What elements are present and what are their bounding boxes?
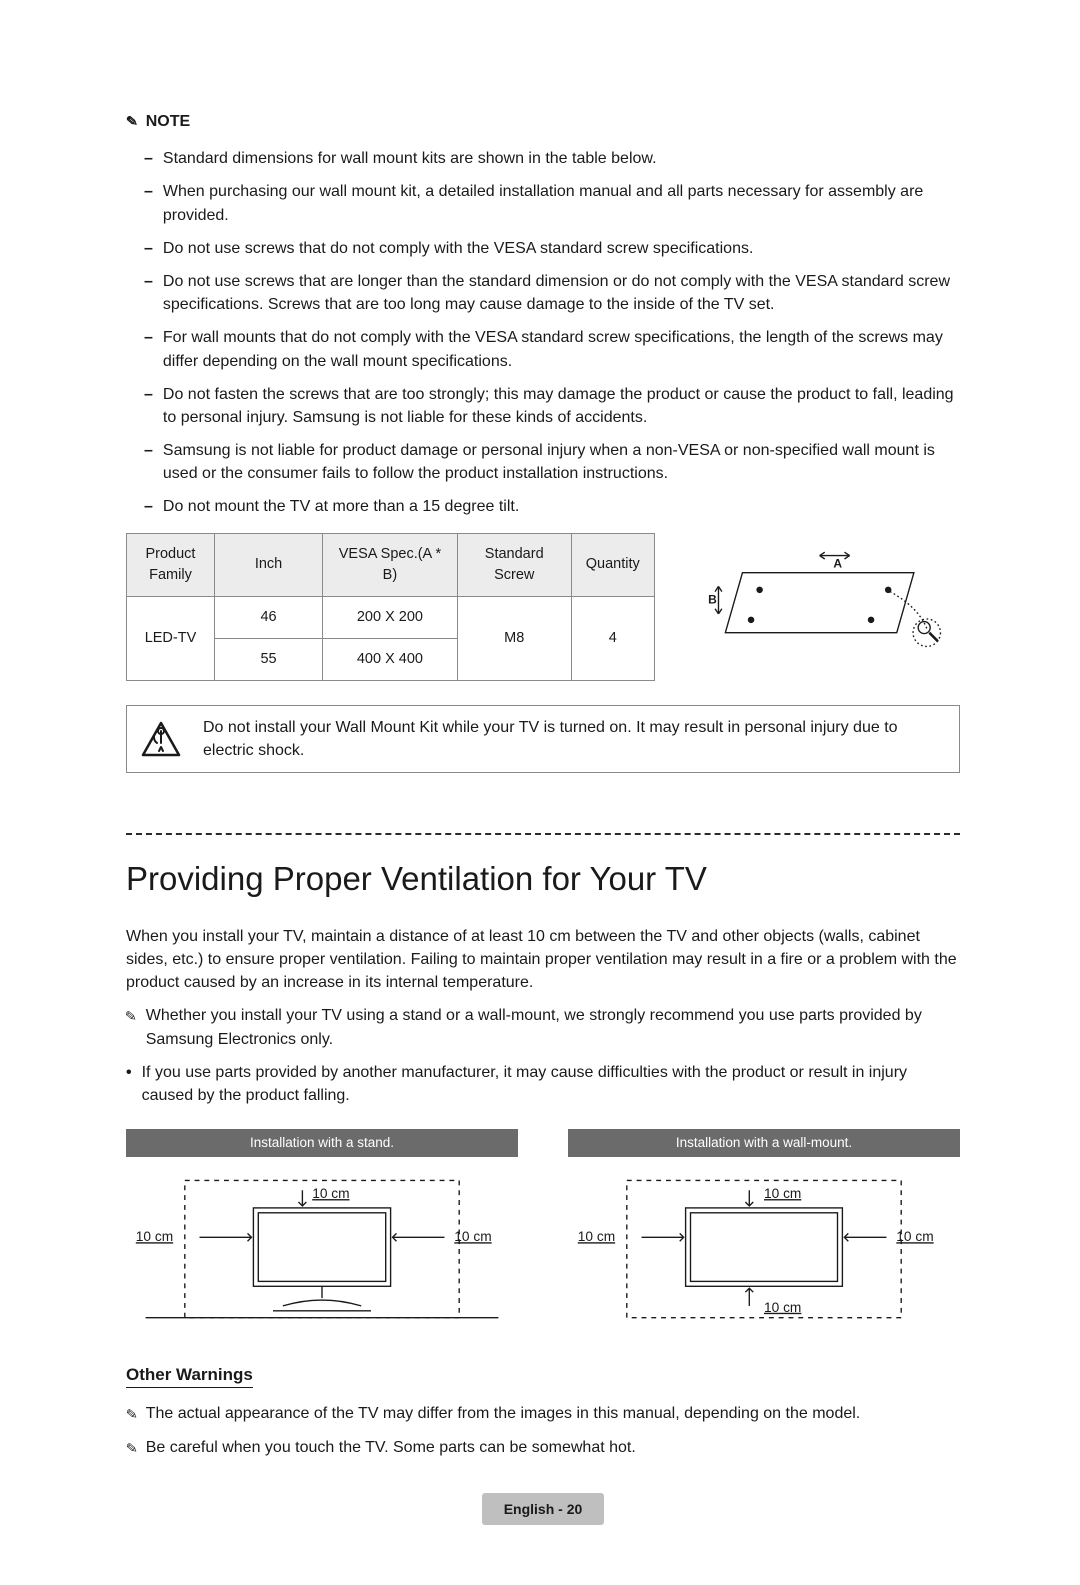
dash-icon: – xyxy=(144,237,153,260)
ventilation-intro: When you install your TV, maintain a dis… xyxy=(126,925,960,995)
col-qty: Quantity xyxy=(571,533,654,596)
ventilation-hand-note: ✎ Whether you install your TV using a st… xyxy=(126,1004,960,1050)
install-stand-label: Installation with a stand. xyxy=(126,1129,518,1157)
cell-inch: 46 xyxy=(214,596,322,638)
warning-callout: Do not install your Wall Mount Kit while… xyxy=(126,705,960,773)
cell-product-family: LED-TV xyxy=(127,596,215,680)
cell-vesa: 200 X 200 xyxy=(323,596,458,638)
hand-point-icon: ✎ xyxy=(125,111,138,132)
vesa-bracket-diagram: A B xyxy=(679,547,960,667)
hand-point-icon: ✎ xyxy=(125,1404,139,1426)
other-warnings-heading: Other Warnings xyxy=(126,1363,253,1389)
ventilation-bullet-text: If you use parts provided by another man… xyxy=(142,1061,960,1107)
cell-qty: 4 xyxy=(571,596,654,680)
col-vesa: VESA Spec.(A * B) xyxy=(323,533,458,596)
install-wall-svg: 10 cm 10 cm 10 cm 10 cm xyxy=(568,1167,960,1337)
note-item: –Samsung is not liable for product damag… xyxy=(144,439,960,485)
cell-inch: 55 xyxy=(214,638,322,680)
note-text: When purchasing our wall mount kit, a de… xyxy=(163,180,960,226)
note-item: –Do not use screws that do not comply wi… xyxy=(144,237,960,260)
warning-icon xyxy=(141,721,181,757)
col-screw: Standard Screw xyxy=(457,533,571,596)
note-text: For wall mounts that do not comply with … xyxy=(163,326,960,372)
page-number-pill: English - 20 xyxy=(482,1493,605,1525)
note-item: –Standard dimensions for wall mount kits… xyxy=(144,147,960,170)
note-text: Samsung is not liable for product damage… xyxy=(163,439,960,485)
section-divider xyxy=(126,833,960,835)
note-text: Standard dimensions for wall mount kits … xyxy=(163,147,657,170)
note-item: –For wall mounts that do not comply with… xyxy=(144,326,960,372)
col-inch: Inch xyxy=(214,533,322,596)
ventilation-hand-text: Whether you install your TV using a stan… xyxy=(146,1004,960,1050)
note-text: Do not use screws that do not comply wit… xyxy=(163,237,754,260)
dash-icon: – xyxy=(144,383,153,429)
note-text: Do not fasten the screws that are too st… xyxy=(163,383,960,429)
note-item: –When purchasing our wall mount kit, a d… xyxy=(144,180,960,226)
notes-list: –Standard dimensions for wall mount kits… xyxy=(144,147,960,518)
other-warning-text: The actual appearance of the TV may diff… xyxy=(146,1402,861,1425)
other-warning-item: ✎ Be careful when you touch the TV. Some… xyxy=(126,1436,960,1459)
note-item: –Do not fasten the screws that are too s… xyxy=(144,383,960,429)
distance-label: 10 cm xyxy=(764,1186,801,1201)
distance-label: 10 cm xyxy=(578,1229,615,1244)
table-header-row: Product Family Inch VESA Spec.(A * B) St… xyxy=(127,533,655,596)
install-stand-svg: 10 cm 10 cm 10 cm xyxy=(126,1167,518,1337)
bullet-icon: • xyxy=(126,1061,132,1107)
diagram-label-b: B xyxy=(708,592,717,606)
table-row: LED-TV 46 200 X 200 M8 4 xyxy=(127,596,655,638)
install-wall-figure: Installation with a wall-mount. 10 cm 10… xyxy=(568,1129,960,1327)
install-stand-figure: Installation with a stand. xyxy=(126,1129,518,1327)
install-figures-row: Installation with a stand. xyxy=(126,1129,960,1327)
warning-text: Do not install your Wall Mount Kit while… xyxy=(203,716,945,762)
hand-point-icon: ✎ xyxy=(125,1437,139,1459)
dash-icon: – xyxy=(144,270,153,316)
dash-icon: – xyxy=(144,326,153,372)
dash-icon: – xyxy=(144,439,153,485)
hand-point-icon: ✎ xyxy=(124,1006,140,1051)
install-wall-label: Installation with a wall-mount. xyxy=(568,1129,960,1157)
distance-label: 10 cm xyxy=(764,1300,801,1315)
note-label: NOTE xyxy=(146,110,190,133)
note-item: –Do not use screws that are longer than … xyxy=(144,270,960,316)
distance-label: 10 cm xyxy=(454,1229,491,1244)
diagram-label-a: A xyxy=(833,556,842,570)
col-product-family: Product Family xyxy=(127,533,215,596)
cell-screw: M8 xyxy=(457,596,571,680)
note-text: Do not use screws that are longer than t… xyxy=(163,270,960,316)
dash-icon: – xyxy=(144,495,153,518)
cell-vesa: 400 X 400 xyxy=(323,638,458,680)
page-footer: English - 20 xyxy=(126,1493,960,1525)
other-warning-text: Be careful when you touch the TV. Some p… xyxy=(146,1436,636,1459)
other-warning-item: ✎ The actual appearance of the TV may di… xyxy=(126,1402,960,1425)
section-title-ventilation: Providing Proper Ventilation for Your TV xyxy=(126,855,960,903)
dash-icon: – xyxy=(144,180,153,226)
distance-label: 10 cm xyxy=(312,1186,349,1201)
distance-label: 10 cm xyxy=(136,1229,173,1244)
note-heading: ✎ NOTE xyxy=(126,110,960,133)
distance-label: 10 cm xyxy=(896,1229,933,1244)
spec-table: Product Family Inch VESA Spec.(A * B) St… xyxy=(126,533,655,681)
spec-and-diagram-row: Product Family Inch VESA Spec.(A * B) St… xyxy=(126,533,960,681)
dash-icon: – xyxy=(144,147,153,170)
ventilation-bullet-note: • If you use parts provided by another m… xyxy=(126,1061,960,1107)
note-text: Do not mount the TV at more than a 15 de… xyxy=(163,495,519,518)
note-item: –Do not mount the TV at more than a 15 d… xyxy=(144,495,960,518)
